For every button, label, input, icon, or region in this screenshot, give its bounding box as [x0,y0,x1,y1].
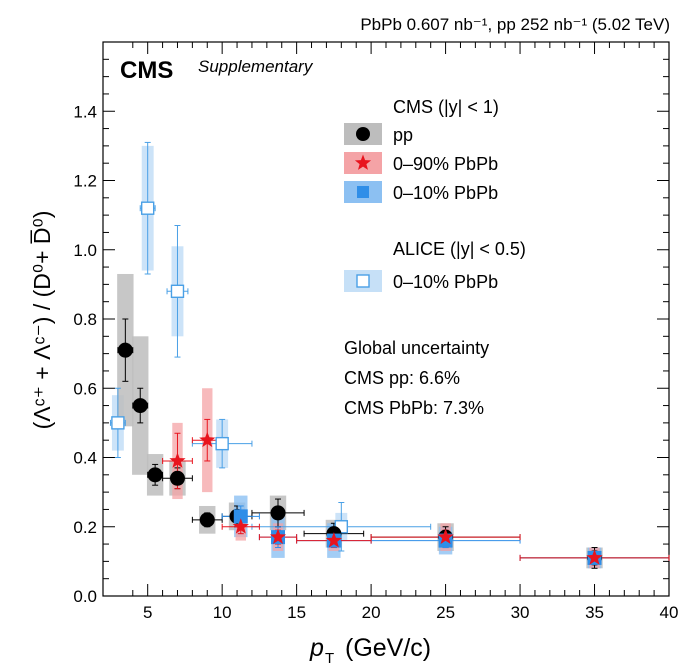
alice-point [140,201,155,215]
y-tick-label: 1.4 [73,102,97,121]
alice-point [111,416,125,430]
pbpb090-point [269,528,287,544]
axes: 5 10 15 20 25 30 35 40 0.0 0.2 0.4 0.6 0.8 1.0 1.2 1.4 [73,41,678,622]
x-axis-label-unit: (GeV/c) [345,634,431,662]
x-tick-label: 5 [143,603,152,622]
pp-point [169,470,185,486]
pp-point [132,398,148,414]
legend-alice-header: ALICE (|y| < 0.5) [393,239,526,259]
pbpb090-point [199,431,216,448]
note-pp: CMS pp: 6.6% [344,368,460,388]
pbpb090-point [169,452,186,468]
x-tick-label: 10 [213,603,232,622]
alice-point [215,436,229,451]
y-tick-label: 1.0 [73,241,97,260]
legend-cms-header: CMS (|y| < 1) [393,97,499,117]
pp-point [147,467,163,483]
pbpb090-point [325,532,342,548]
pp-point [117,342,133,358]
legend: CMS (|y| < 1) pp 0–90% PbPb 0–10% PbPb A… [344,97,526,292]
legend-pbpb090-marker [354,154,372,170]
note-title: Global uncertainty [344,338,489,358]
x-tick-label: 30 [511,603,530,622]
y-axis-label: (Λᶜ⁺ + Λᶜ⁻) / (D⁰+ D̅⁰) [29,211,55,430]
supplementary-label: Supplementary [198,57,314,76]
x-axis-label-var: p [309,634,324,662]
legend-alice: 0–10% PbPb [393,272,498,292]
y-tick-label: 0.6 [73,379,97,398]
legend-pp-marker [356,127,370,141]
header-lumi: PbPb 0.607 nb⁻¹, pp 252 nb⁻¹ (5.02 TeV) [360,15,670,34]
legend-pbpb010-marker [357,186,369,198]
pp-point [199,512,215,528]
x-tick-label: 40 [660,603,678,622]
x-tick-label: 25 [436,603,455,622]
note-pbpb: CMS PbPb: 7.3% [344,398,484,418]
x-tick-label: 35 [585,603,604,622]
legend-alice-marker [356,274,370,288]
legend-pbpb090: 0–90% PbPb [393,154,498,174]
y-tick-label: 0.2 [73,518,97,537]
x-tick-label: 20 [362,603,381,622]
pp-point [270,505,286,521]
pbpb090-point [437,528,454,544]
legend-pbpb010: 0–10% PbPb [393,183,498,203]
x-axis-label-sub: T [325,650,334,667]
pbpb090-point [232,518,249,534]
plot-frame [102,41,670,597]
legend-star-shape [354,154,372,170]
pbpb090-point [586,549,603,565]
y-tick-label: 0.8 [73,310,97,329]
y-tick-label: 1.2 [73,172,97,191]
y-tick-label: 0.0 [73,587,97,606]
x-tick-label: 15 [287,603,306,622]
pbpb010-point [233,509,248,524]
data-markers [111,201,603,566]
y-tick-label: 0.4 [73,449,97,468]
global-uncertainty-notes: Global uncertainty CMS pp: 6.6% CMS PbPb… [344,338,489,418]
alice-point [170,284,185,298]
legend-pp: pp [393,125,413,145]
cms-label: CMS [120,57,173,84]
